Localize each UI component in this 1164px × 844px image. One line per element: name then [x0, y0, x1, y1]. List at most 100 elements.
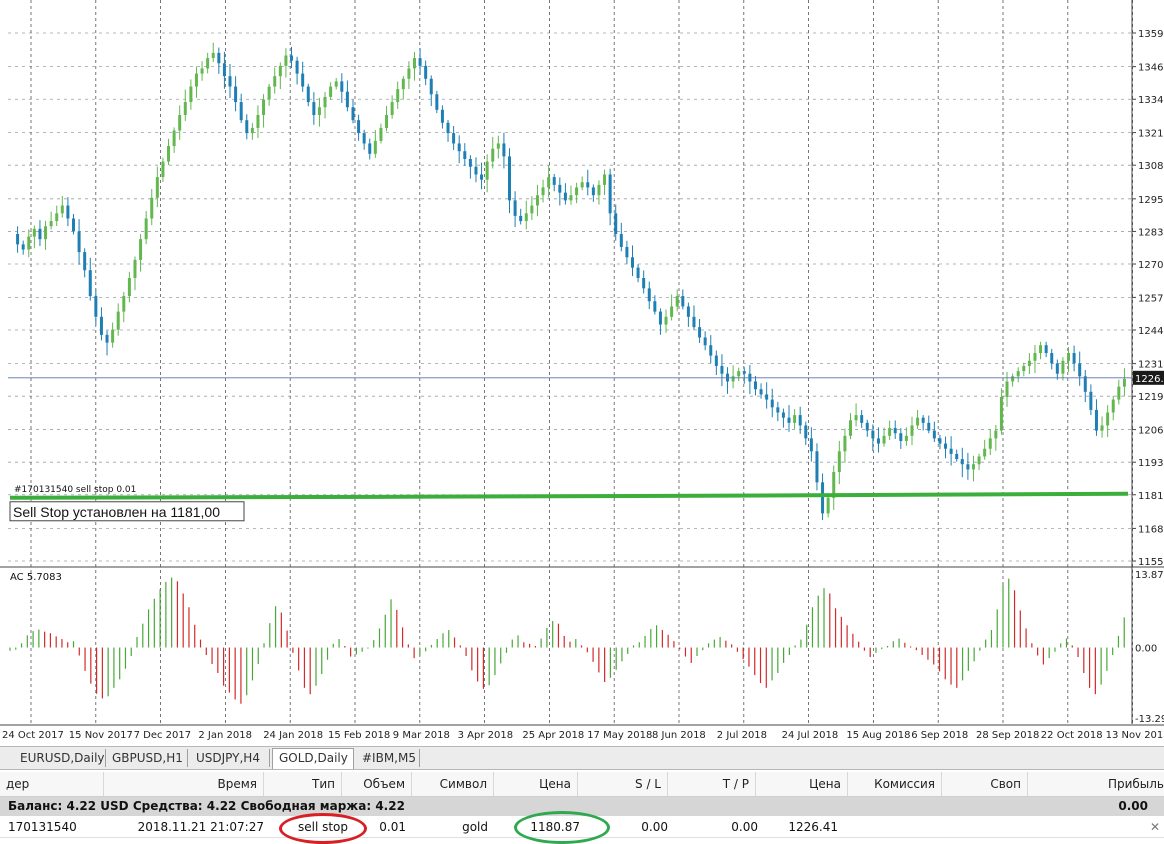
- price-chart[interactable]: 1359.7 1346.7 1334.1 1321.2 1308.6 1295.6 1283…: [0, 0, 1164, 744]
- candle-body: [591, 187, 595, 196]
- price-tick-label: 1181.2: [1138, 491, 1164, 502]
- candle-body: [206, 58, 210, 69]
- tab-usdjpy-h4[interactable]: USDJPY,H4: [190, 749, 270, 767]
- candle-body: [916, 417, 920, 426]
- candle-body: [781, 412, 785, 418]
- candle-body: [737, 371, 741, 377]
- candle-body: [893, 428, 897, 434]
- candle-body: [167, 146, 171, 162]
- candle-body: [765, 394, 769, 400]
- candle-body: [759, 389, 763, 395]
- candle-body: [357, 120, 361, 134]
- candle-body: [457, 143, 461, 152]
- price-tick-label: 1359.7: [1138, 29, 1164, 40]
- candle-body: [1078, 363, 1082, 377]
- tab-ibm-m5[interactable]: #IBM,M5: [356, 749, 420, 767]
- candle-body: [860, 415, 864, 423]
- header-time[interactable]: Время: [104, 772, 264, 796]
- candle-body: [552, 177, 556, 185]
- candle-body: [770, 399, 774, 408]
- candle-body: [1005, 381, 1009, 397]
- candle-body: [312, 102, 316, 116]
- header-sl[interactable]: S / L: [578, 772, 668, 796]
- header-volume[interactable]: Объем: [342, 772, 412, 796]
- candle-body: [977, 456, 981, 465]
- date-tick-label: 8 Jun 2018: [652, 730, 706, 741]
- header-type[interactable]: Тип: [264, 772, 342, 796]
- tab-eurusd-daily[interactable]: EURUSD,Daily: [14, 749, 106, 767]
- current-price-box: [1133, 370, 1164, 385]
- candle-body: [569, 195, 573, 201]
- candle-body: [239, 102, 243, 121]
- header-swap[interactable]: Своп: [942, 772, 1028, 796]
- candle-body: [401, 78, 405, 90]
- order-line-label: #170131540 sell stop 0.01: [14, 485, 136, 495]
- candle-body: [899, 433, 903, 441]
- candle-body: [653, 301, 657, 312]
- candle-body: [429, 78, 433, 95]
- candle-body: [837, 451, 841, 473]
- candle-body: [508, 156, 512, 201]
- candle-body: [27, 236, 31, 250]
- indicator-tick-label: 13.873: [1135, 570, 1164, 581]
- date-tick-label: 2 Jul 2018: [717, 730, 767, 741]
- candle-body: [290, 55, 293, 61]
- date-tick-label: 15 Feb 2018: [328, 730, 390, 741]
- header-commission[interactable]: Комиссия: [848, 772, 942, 796]
- date-tick-label: 24 Oct 2017: [2, 730, 64, 741]
- header-tp[interactable]: T / P: [668, 772, 756, 796]
- candle-body: [854, 415, 858, 421]
- candle-body: [407, 68, 411, 79]
- candle-body: [675, 296, 679, 307]
- candle-body: [99, 316, 103, 335]
- balance-row[interactable]: Баланс: 4.22 USD Средства: 4.22 Свободна…: [0, 797, 1164, 816]
- highlight-ellipse-type: [279, 813, 367, 844]
- date-tick-label: 9 Mar 2018: [393, 730, 450, 741]
- candle-body: [955, 453, 959, 460]
- chart-area[interactable]: 1359.7 1346.7 1334.1 1321.2 1308.6 1295.6 1283…: [0, 0, 1164, 744]
- header-symbol[interactable]: Символ: [412, 772, 494, 796]
- candle-body: [519, 215, 523, 222]
- candle-body: [597, 184, 601, 196]
- candle-body: [440, 109, 444, 123]
- candle-body: [563, 192, 567, 201]
- candle-body: [183, 102, 187, 116]
- annotation-box: [9, 501, 245, 522]
- candle-body: [60, 205, 64, 214]
- order-volume: 0.01: [379, 820, 406, 834]
- candle-body: [971, 464, 975, 470]
- candle-body: [368, 143, 372, 154]
- close-order-icon[interactable]: ✕: [1149, 820, 1160, 834]
- order-time: 2018.11.21 21:07:27: [137, 820, 264, 834]
- candle-body: [1016, 371, 1020, 377]
- candle-body: [334, 81, 338, 87]
- price-tick-label: 1270.4: [1138, 260, 1164, 271]
- candle-body: [228, 76, 232, 87]
- candle-body: [245, 120, 249, 134]
- candle-body: [468, 158, 472, 167]
- header-current-price[interactable]: Цена: [756, 772, 848, 796]
- candle-body: [345, 91, 349, 108]
- candle-body: [541, 187, 545, 196]
- candle-body: [1100, 425, 1104, 431]
- annotation-text: Sell Stop установлен на 1181,00: [13, 504, 220, 520]
- candle-body: [412, 58, 416, 69]
- candle-body: [418, 58, 422, 66]
- candle-body: [155, 177, 159, 198]
- candle-body: [94, 296, 98, 317]
- candle-body: [278, 65, 282, 77]
- candle-body: [262, 99, 266, 116]
- tab-gbpusd-h1[interactable]: GBPUSD,H1: [106, 749, 188, 767]
- candle-body: [619, 234, 623, 247]
- header-profit[interactable]: Прибыль: [1107, 777, 1164, 791]
- header-order[interactable]: дер: [6, 772, 104, 796]
- candle-body: [88, 270, 92, 297]
- candle-body: [127, 277, 131, 297]
- price-tick-label: 1346.7: [1138, 63, 1164, 74]
- candle-body: [804, 425, 808, 439]
- header-price[interactable]: Цена: [494, 772, 578, 796]
- candle-body: [105, 334, 109, 343]
- candle-body: [373, 140, 377, 154]
- date-tick-label: 28 Sep 2018: [976, 730, 1039, 741]
- tab-gold-daily[interactable]: GOLD,Daily: [272, 748, 354, 769]
